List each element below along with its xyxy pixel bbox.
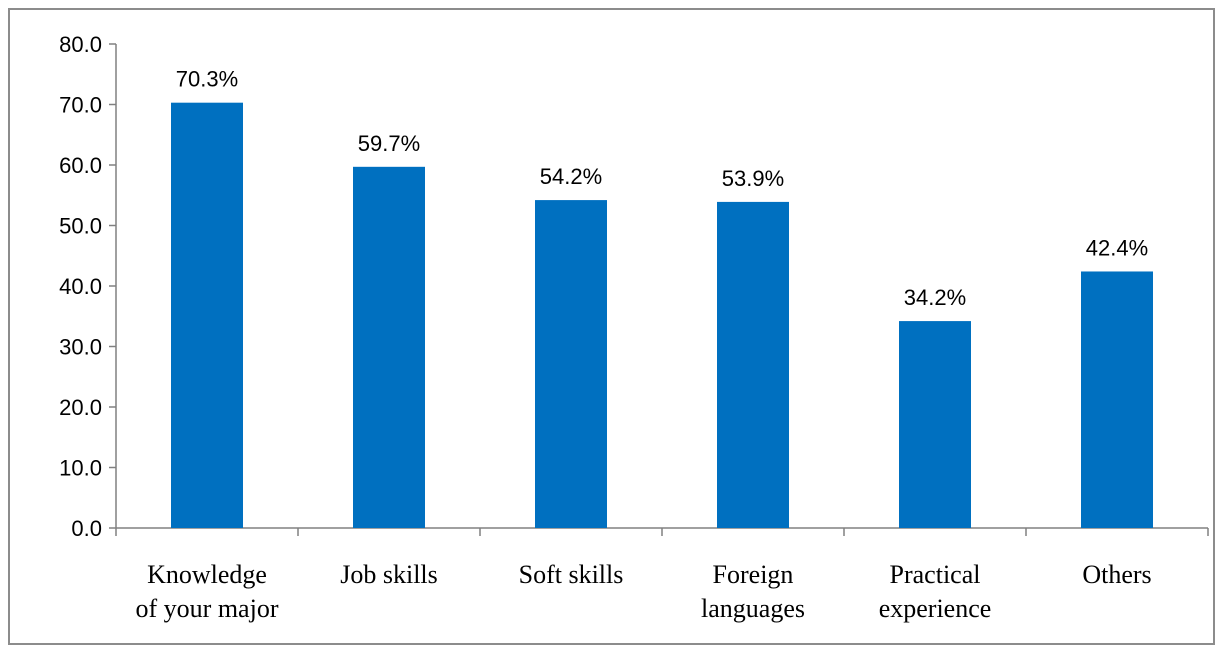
x-tick-label-line: of your major: [136, 594, 279, 623]
x-tick-label: Foreign languages: [701, 560, 805, 623]
y-tick-label: 30.0: [59, 335, 102, 360]
data-label: 70.3%: [176, 67, 238, 92]
x-tick-label-line: Practical: [890, 560, 981, 589]
bar: [899, 321, 971, 528]
y-tick-label: 50.0: [59, 214, 102, 239]
data-label: 53.9%: [722, 166, 784, 191]
x-tick-label-line: Job skills: [340, 560, 438, 589]
data-label: 59.7%: [358, 131, 420, 156]
data-label: 42.4%: [1086, 235, 1148, 260]
bar: [171, 102, 243, 528]
x-tick-label: Knowledge of your major: [136, 560, 279, 623]
bar: [717, 201, 789, 528]
x-tick-label-line: Foreign: [713, 560, 794, 589]
x-tick-label-line: Knowledge: [147, 560, 267, 589]
y-tick-label: 20.0: [59, 395, 102, 420]
x-tick-label: Soft skills: [519, 560, 624, 589]
bar: [1081, 271, 1153, 528]
x-tick-label-line: Soft skills: [519, 560, 624, 589]
x-tick-label-line: experience: [879, 594, 992, 623]
y-tick-label: 40.0: [59, 274, 102, 299]
x-tick-label-line: Others: [1082, 560, 1151, 589]
x-tick-label-line: languages: [701, 594, 805, 623]
bar: [535, 200, 607, 528]
data-label: 34.2%: [904, 285, 966, 310]
y-tick-label: 60.0: [59, 153, 102, 178]
x-tick-label: Job skills: [340, 560, 438, 589]
x-tick-label: Others: [1082, 560, 1151, 589]
y-tick-label: 10.0: [59, 456, 102, 481]
y-tick-label: 70.0: [59, 93, 102, 118]
y-tick-label: 0.0: [71, 516, 102, 541]
y-tick-label: 80.0: [59, 32, 102, 57]
data-label: 54.2%: [540, 164, 602, 189]
bar: [353, 166, 425, 528]
x-tick-label: Practical experience: [879, 560, 992, 623]
